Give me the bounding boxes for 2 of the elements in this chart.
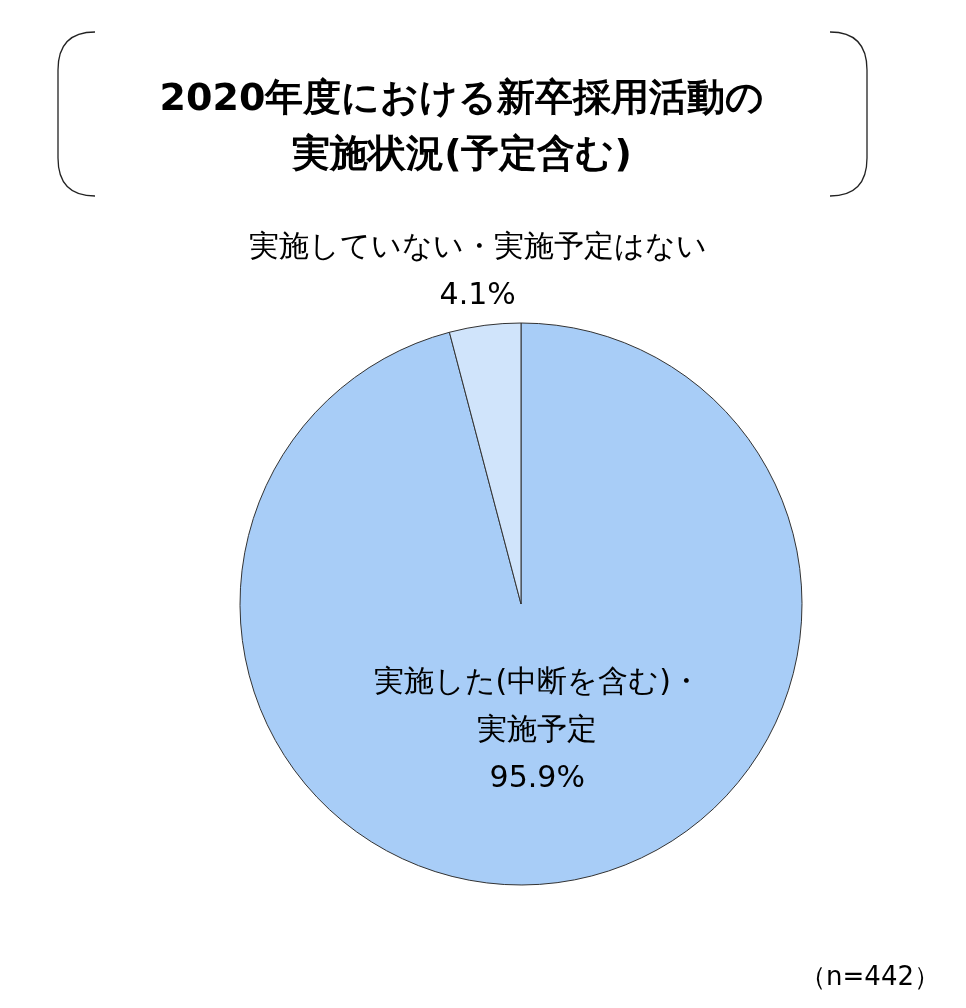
title: 2020年度における新卒採用活動の実施状況(予定含む) (159, 75, 765, 175)
annotation: （n=442） (800, 961, 940, 991)
